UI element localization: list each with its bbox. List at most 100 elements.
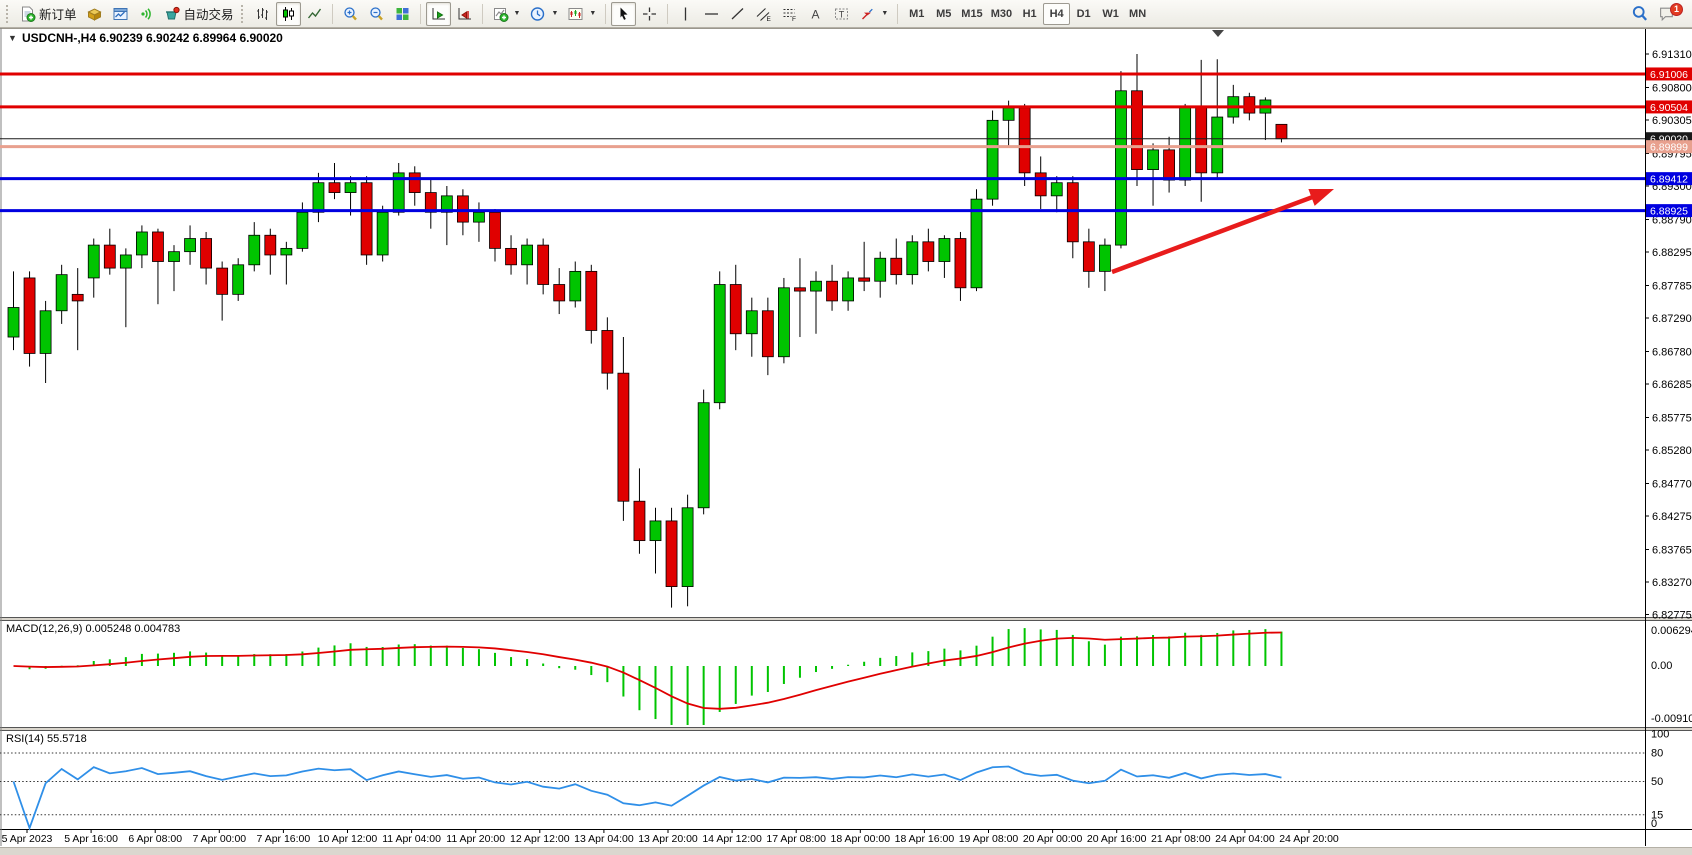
candle-body-down: [922, 241, 935, 262]
candle: [778, 277, 790, 364]
timeframe-H1[interactable]: H1: [1016, 3, 1043, 25]
tile-windows-button[interactable]: [390, 2, 415, 26]
text-button[interactable]: A: [803, 2, 828, 26]
channel-button[interactable]: E: [751, 2, 776, 26]
candle: [553, 268, 566, 315]
toolbar-separator: [667, 3, 669, 24]
toolbar-grip[interactable]: [240, 4, 245, 23]
timeframe-M1[interactable]: M1: [903, 3, 930, 25]
timeframe-W1[interactable]: W1: [1097, 3, 1124, 25]
timeframe-M15[interactable]: M15: [957, 3, 986, 25]
status-strip: [0, 847, 1692, 855]
zoom-out-button[interactable]: [364, 2, 389, 26]
timeframe-D1[interactable]: D1: [1070, 3, 1097, 25]
candle: [168, 245, 180, 292]
arrows-button[interactable]: ▼: [855, 2, 892, 26]
text-label-button[interactable]: T: [829, 2, 854, 26]
time-axis[interactable]: 5 Apr 2023 5 Apr 16:00 6 Apr 08:00 7 Apr 00…: [2, 829, 1339, 846]
candles-layer: [7, 54, 1288, 608]
trend-arrow-head[interactable]: [1308, 188, 1334, 206]
candle-body-down: [200, 238, 213, 269]
candle-body-down: [424, 192, 437, 213]
toolbar-grip[interactable]: [6, 4, 10, 23]
search-button[interactable]: [1627, 2, 1653, 26]
candle-body-up: [1147, 149, 1159, 170]
candle-body-down: [1243, 96, 1256, 114]
horizontal-line-icon: [705, 12, 719, 15]
new-order-label: 新订单: [39, 8, 77, 22]
candle: [87, 238, 100, 298]
chart-shift-button[interactable]: [452, 2, 477, 26]
sound-button[interactable]: [134, 2, 159, 26]
price-level-badge: [1646, 140, 1692, 154]
price-tick-label: 6.90305: [1652, 115, 1692, 127]
notifications-button[interactable]: 1: [1654, 2, 1683, 26]
candle-body-up: [713, 284, 726, 404]
candle-body-down: [489, 211, 501, 249]
candlestick-button[interactable]: [275, 1, 301, 26]
time-axis-label: 7 Apr 00:00: [192, 833, 246, 845]
templates-button[interactable]: ▼: [563, 2, 600, 26]
indicators-button[interactable]: ▼: [488, 2, 525, 26]
trendline-button[interactable]: [725, 2, 750, 26]
candle-body-up: [119, 254, 132, 269]
candle-body-up: [87, 244, 100, 279]
cursor-button[interactable]: [611, 1, 637, 26]
timeframe-H4[interactable]: H4: [1043, 2, 1071, 25]
candle-body-up: [232, 264, 245, 295]
fibonacci-button[interactable]: F: [777, 2, 802, 26]
bar-chart-button[interactable]: [250, 2, 275, 26]
candle-body-up: [874, 257, 887, 282]
candle-body-down: [553, 284, 566, 302]
package-button[interactable]: [82, 2, 107, 26]
macd-axis-label: 0.006294: [1651, 625, 1692, 637]
auto-scroll-button[interactable]: [425, 1, 451, 26]
trend-arrow-shaft[interactable]: [1111, 193, 1318, 275]
rsi-axis-label: 50: [1651, 776, 1663, 788]
candle-body-up: [392, 172, 405, 213]
time-axis-label: 13 Apr 04:00: [574, 833, 634, 845]
candle-body-up: [473, 211, 485, 223]
cursor-icon: [620, 7, 628, 20]
pane-gap: [0, 728, 1692, 730]
price-level-badge: [1646, 67, 1692, 81]
time-axis-label: 20 Apr 00:00: [1023, 833, 1083, 845]
candle: [874, 251, 887, 298]
chart-shift-marker[interactable]: [1212, 30, 1224, 37]
price-tick-label: 6.82775: [1652, 610, 1692, 622]
candle-body-down: [1131, 90, 1143, 170]
timeframe-M5[interactable]: M5: [930, 3, 957, 25]
candle-body-down: [1275, 123, 1288, 140]
new-order-button[interactable]: 新订单: [15, 2, 81, 26]
chart-window-button[interactable]: [108, 2, 133, 26]
periods-button[interactable]: ▼: [525, 2, 562, 26]
timeframe-MN[interactable]: MN: [1124, 3, 1151, 25]
candle: [119, 248, 132, 328]
crosshair-button[interactable]: [637, 2, 662, 26]
horizontal-line-button[interactable]: [699, 2, 724, 26]
price-axis[interactable]: 6.913106.908006.903056.897956.893006.887…: [1645, 49, 1692, 622]
indicators-icon: [493, 7, 509, 22]
candle-body-down: [858, 277, 871, 282]
candle: [1163, 136, 1175, 193]
zoom-out-icon: [369, 6, 383, 20]
timeframe-M30[interactable]: M30: [987, 3, 1016, 25]
time-axis-label: 14 Apr 12:00: [702, 833, 762, 845]
chart-menu-icon[interactable]: ▼: [8, 33, 17, 43]
chart-window: [0, 28, 1692, 847]
candle: [505, 235, 517, 275]
candle-body-up: [55, 274, 68, 312]
toolbar-separator: [605, 3, 607, 24]
vertical-line-button[interactable]: [673, 2, 698, 26]
candle-body-down: [890, 257, 903, 276]
arrows-icon: [862, 8, 874, 19]
autotrade-button[interactable]: 自动交易: [160, 2, 238, 26]
candle-body-up: [1179, 106, 1192, 181]
line-chart-button[interactable]: [302, 2, 327, 26]
candle: [761, 297, 774, 376]
notification-badge: 1: [1670, 2, 1683, 16]
zoom-in-button[interactable]: [338, 2, 363, 26]
price-tick-label: 6.84770: [1652, 478, 1692, 490]
price-level-badge-label: 6.89412: [1650, 174, 1688, 186]
